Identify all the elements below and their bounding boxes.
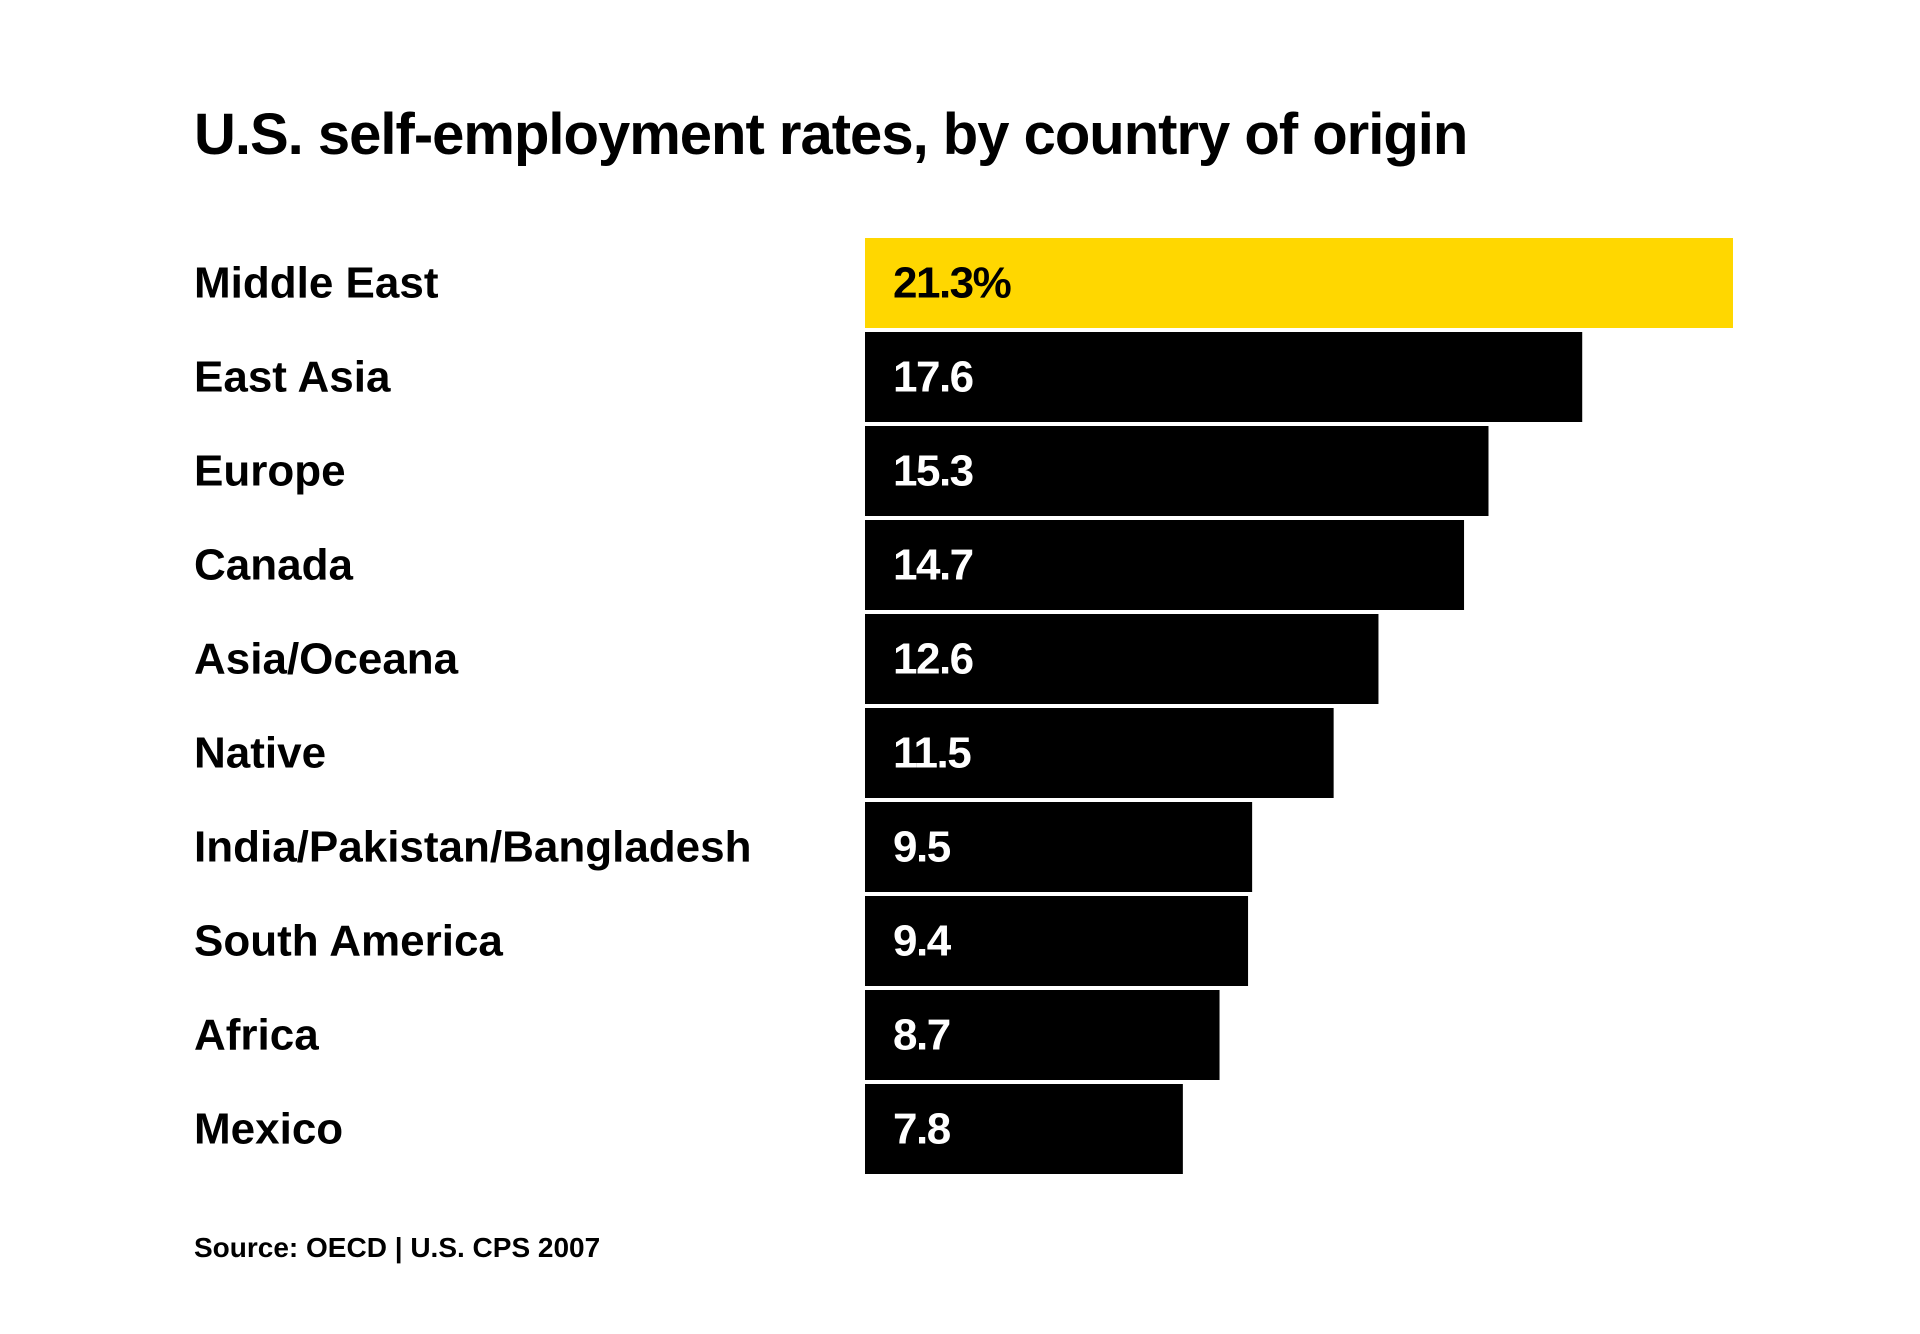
bar-0 [865, 238, 1733, 328]
bar-6 [865, 802, 1253, 892]
source-note: Source: OECD | U.S. CPS 2007 [194, 1232, 601, 1263]
value-label: 7.8 [893, 1105, 951, 1154]
bar-3 [865, 520, 1465, 610]
category-label: Asia/Oceana [194, 635, 459, 684]
value-label: 15.3 [893, 447, 973, 496]
bar-2 [865, 426, 1489, 516]
bar-8 [865, 990, 1220, 1080]
category-label: India/Pakistan/Bangladesh [194, 823, 752, 872]
category-label: East Asia [194, 353, 391, 402]
value-label: 9.4 [893, 917, 952, 966]
value-label: 21.3% [893, 259, 1011, 308]
category-label: South America [194, 917, 503, 966]
category-label: Africa [194, 1011, 319, 1060]
bar-9 [865, 1084, 1183, 1174]
chart-title: U.S. self-employment rates, by country o… [194, 102, 1468, 167]
category-label: Native [194, 729, 326, 778]
value-label: 9.5 [893, 823, 951, 872]
value-label: 8.7 [893, 1011, 950, 1060]
bar-5 [865, 708, 1334, 798]
category-label: Middle East [194, 259, 439, 308]
bar-4 [865, 614, 1379, 704]
value-label: 14.7 [893, 541, 973, 590]
value-label: 12.6 [893, 635, 973, 684]
value-label: 17.6 [893, 353, 973, 402]
bar-1 [865, 332, 1583, 422]
bars-group: Middle East 21.3% East Asia 17.6 Europe 15.3 C… [194, 238, 1733, 1174]
category-label: Europe [194, 447, 346, 496]
value-label: 11.5 [893, 729, 971, 778]
category-label: Canada [194, 541, 353, 590]
bar-7 [865, 896, 1249, 986]
category-label: Mexico [194, 1105, 343, 1154]
